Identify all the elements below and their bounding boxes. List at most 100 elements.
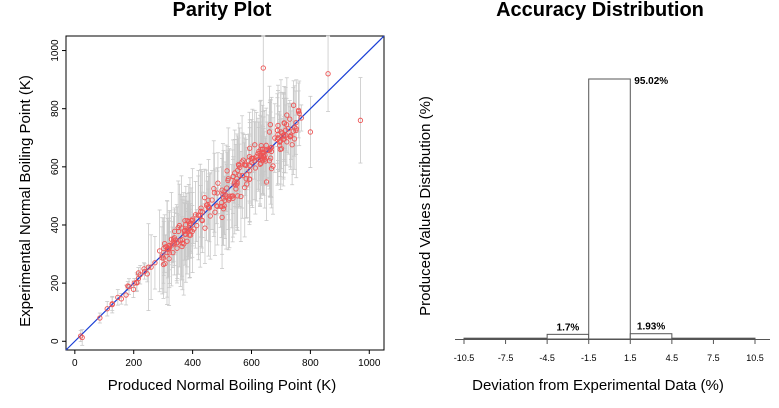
- data-point: [295, 107, 302, 114]
- accuracy-x-tick-label: -1.5: [581, 353, 597, 363]
- data-point: [267, 122, 273, 128]
- accuracy-x-tick-label: -4.5: [539, 353, 555, 363]
- data-point: [262, 158, 269, 164]
- data-point: [232, 170, 238, 176]
- data-point: [160, 261, 167, 268]
- data-point: [115, 294, 121, 301]
- data-point: [293, 119, 299, 126]
- parity-error-bars: [78, 35, 363, 346]
- accuracy-x-tick-label: 7.5: [707, 353, 720, 363]
- data-point: [287, 116, 293, 122]
- data-point: [252, 165, 258, 171]
- data-point: [276, 138, 283, 145]
- data-point: [199, 217, 205, 224]
- data-point: [224, 185, 230, 191]
- histogram-bar: [588, 78, 631, 340]
- data-point: [247, 167, 253, 174]
- data-point: [211, 185, 217, 192]
- data-point: [260, 65, 266, 71]
- data-point: [104, 306, 110, 312]
- data-point: [220, 191, 226, 198]
- data-point: [264, 147, 270, 153]
- data-point: [144, 271, 150, 277]
- data-point: [284, 112, 290, 118]
- data-point: [192, 212, 199, 218]
- data-point: [187, 232, 194, 238]
- parity-x-tick-label: 800: [302, 358, 319, 369]
- data-point: [246, 176, 253, 182]
- parity-x-axis-label: Produced Normal Boiling Point (K): [108, 377, 336, 394]
- data-point: [307, 129, 314, 135]
- data-point: [166, 256, 172, 262]
- data-point: [135, 275, 142, 282]
- data-point: [123, 292, 129, 298]
- data-point: [270, 163, 276, 169]
- data-point: [79, 334, 85, 341]
- accuracy-x-tick-label: 4.5: [666, 353, 679, 363]
- data-point: [171, 240, 178, 247]
- data-point: [296, 110, 302, 116]
- data-point: [260, 153, 267, 159]
- data-point: [244, 172, 250, 178]
- data-point: [159, 255, 165, 261]
- data-point: [170, 249, 176, 256]
- parity-x-tick-label: 400: [184, 358, 201, 369]
- accuracy-x-tick-label: 1.5: [624, 353, 637, 363]
- data-point: [298, 115, 304, 121]
- data-point: [234, 179, 240, 185]
- data-point: [166, 242, 173, 248]
- data-point: [217, 203, 224, 210]
- data-point: [241, 162, 248, 168]
- accuracy-bar-labels: 1.7% 95.02% 1.93%: [557, 76, 669, 333]
- data-point: [145, 264, 152, 270]
- data-point: [279, 130, 285, 136]
- data-point: [209, 197, 215, 203]
- data-point: [168, 236, 175, 242]
- accuracy-distribution: Accuracy Distribution Deviation from Exp…: [417, 0, 770, 394]
- data-point: [181, 241, 187, 247]
- parity-y-tick-label: 200: [50, 274, 61, 291]
- data-point: [185, 226, 191, 233]
- data-point: [202, 195, 208, 201]
- data-point: [199, 217, 205, 223]
- data-point: [97, 315, 103, 321]
- data-point: [222, 192, 228, 198]
- data-point: [238, 193, 244, 200]
- data-point: [252, 142, 258, 148]
- data-point: [272, 135, 278, 141]
- data-point: [283, 127, 289, 133]
- parity-points: [78, 65, 364, 341]
- data-point: [214, 203, 220, 209]
- accuracy-x-axis-label: Deviation from Experimental Data (%): [472, 377, 724, 394]
- parity-y-tick-label: 1000: [50, 39, 61, 62]
- data-point: [283, 122, 290, 128]
- data-point: [191, 226, 197, 232]
- data-point: [281, 136, 287, 142]
- accuracy-title: Accuracy Distribution: [496, 0, 704, 21]
- parity-y-tick-label: 600: [50, 158, 61, 175]
- data-point: [251, 155, 257, 161]
- data-point: [233, 186, 239, 192]
- parity-y-axis-label: Experimental Normal Boiling Point (K): [17, 75, 34, 327]
- data-point: [161, 240, 168, 247]
- data-point: [263, 142, 269, 148]
- data-point: [274, 127, 281, 134]
- data-point: [218, 199, 225, 206]
- data-point: [223, 194, 229, 200]
- data-point: [284, 139, 290, 145]
- data-point: [178, 225, 185, 231]
- data-point: [152, 260, 158, 266]
- parity-x-tick-label: 0: [72, 358, 78, 369]
- parity-x-tick-label: 1000: [358, 358, 381, 369]
- data-point: [325, 71, 331, 77]
- accuracy-x-tick-label: -7.5: [498, 353, 514, 363]
- data-point: [126, 283, 132, 290]
- data-point: [225, 177, 231, 184]
- data-point: [207, 213, 213, 219]
- histogram-bar: [546, 333, 590, 340]
- data-point: [188, 217, 194, 224]
- data-point: [175, 224, 181, 231]
- data-point: [212, 209, 218, 215]
- histogram-bar: [463, 337, 548, 340]
